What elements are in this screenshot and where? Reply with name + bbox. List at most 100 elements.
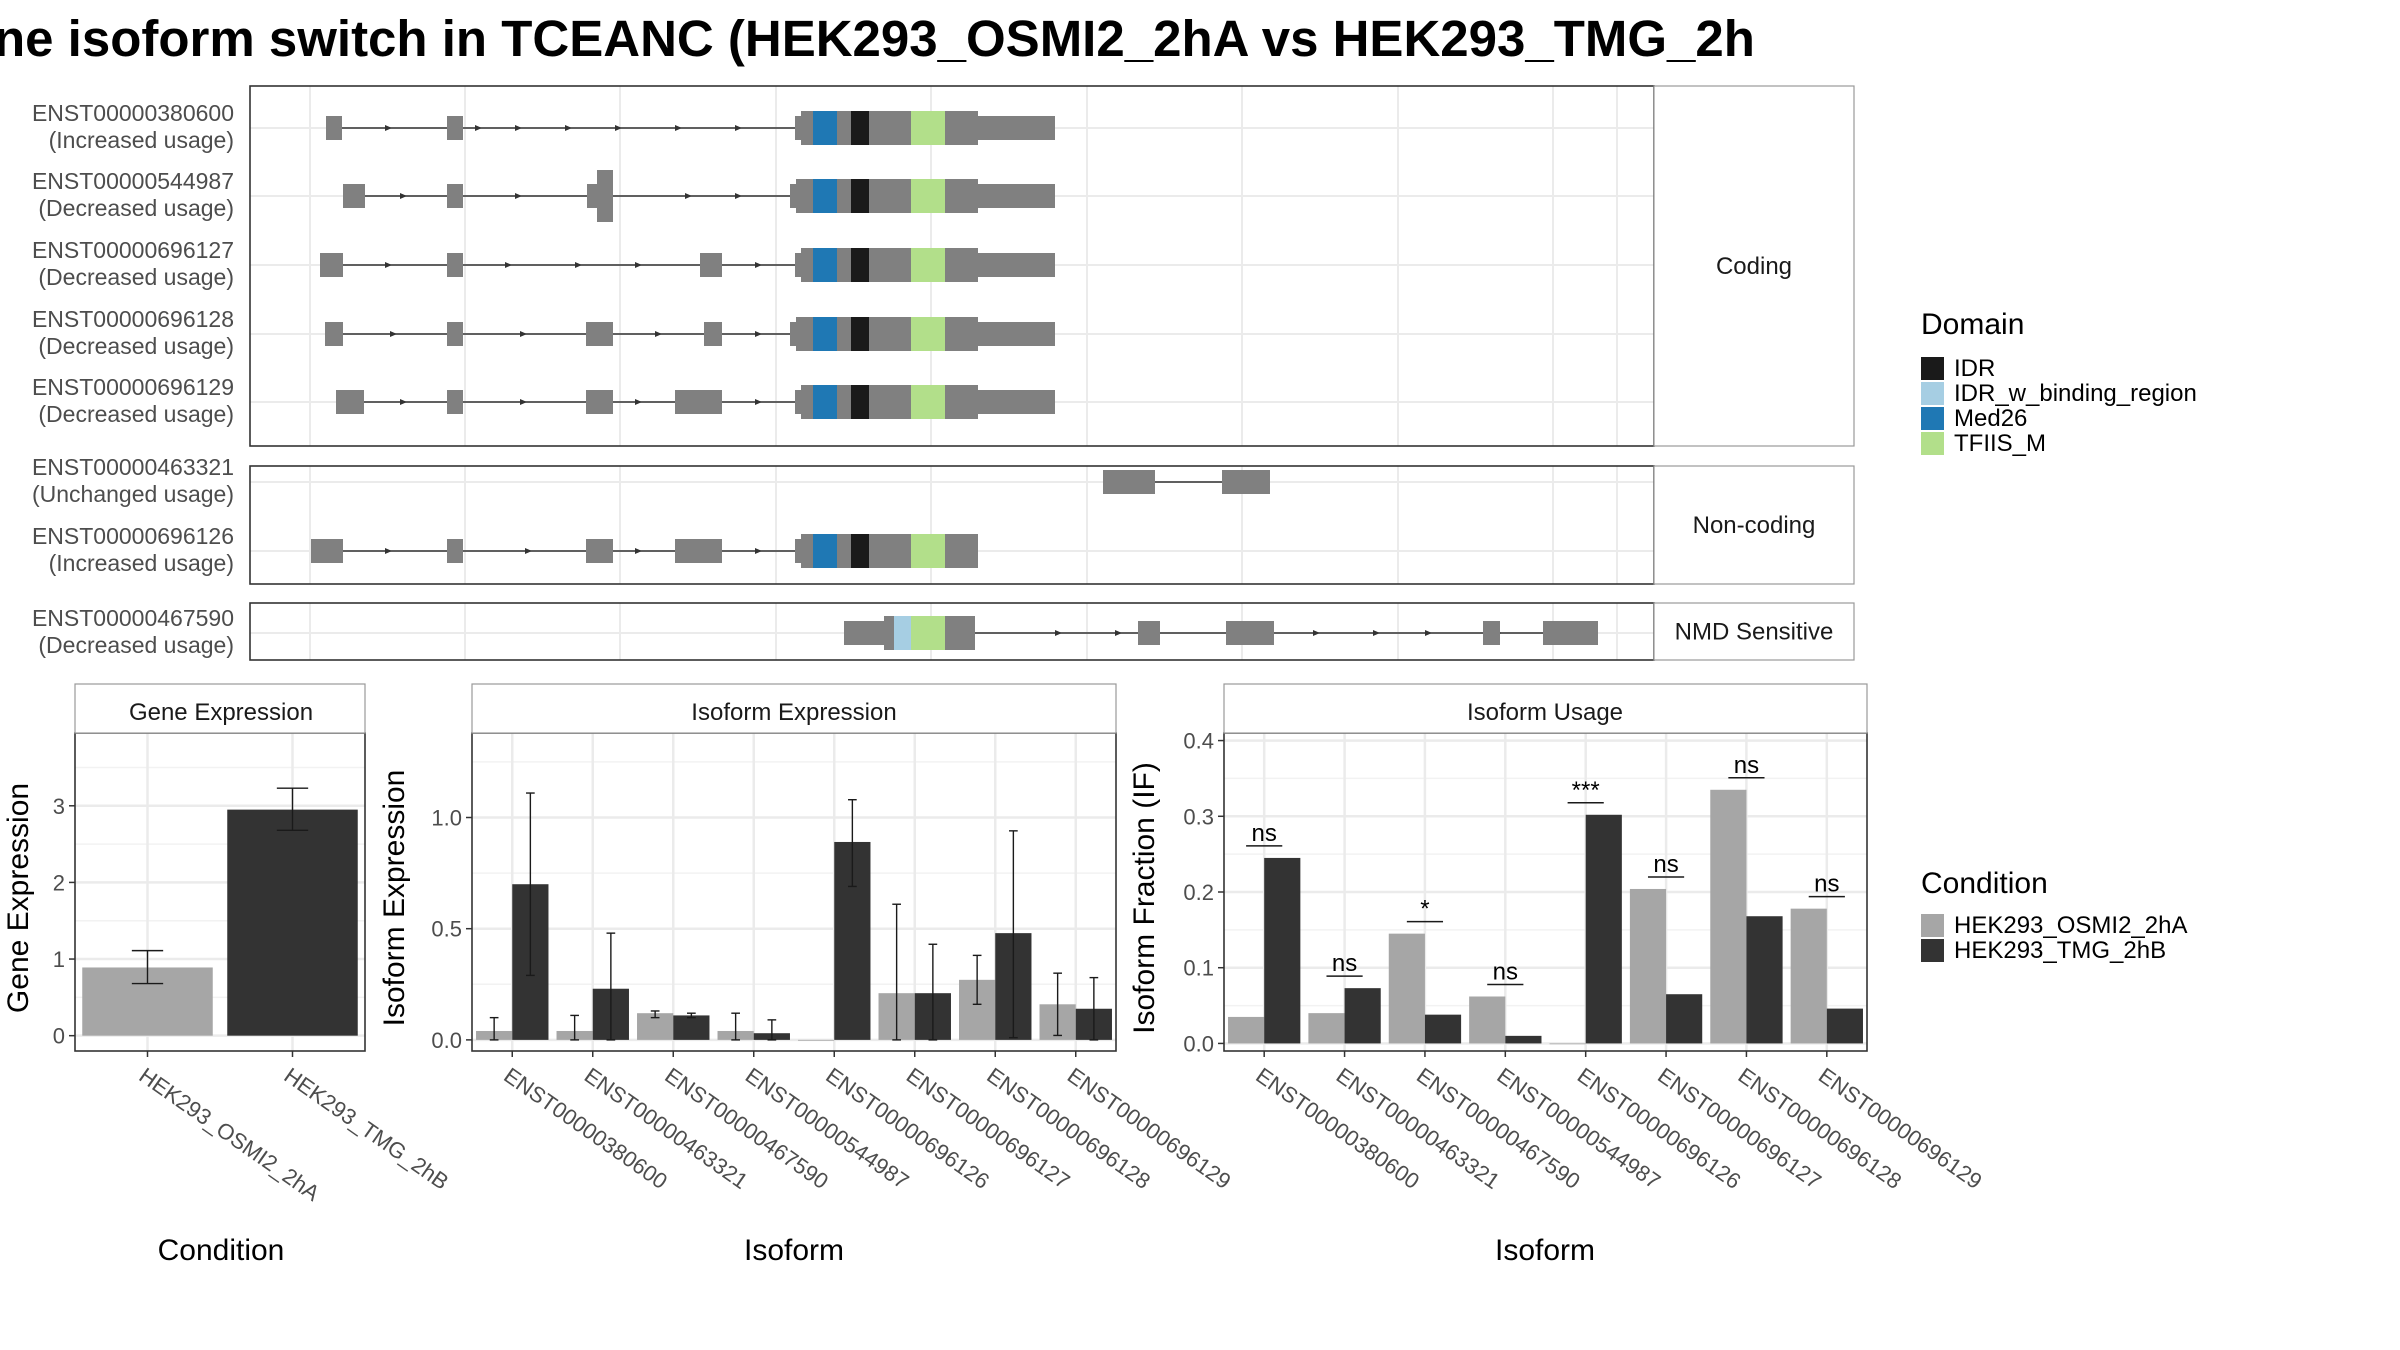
intron-direction-arrow bbox=[755, 399, 762, 405]
transcript-id-label: ENST00000544987 bbox=[32, 168, 234, 194]
intron-direction-arrow bbox=[385, 548, 392, 554]
bar bbox=[1228, 1016, 1265, 1044]
transcript-ENST00000463321 bbox=[1103, 470, 1270, 494]
transcript-id-label: ENST00000467590 bbox=[32, 605, 234, 631]
exon-utr bbox=[795, 116, 801, 140]
panel-title: Isoform Usage bbox=[1467, 699, 1623, 726]
facet-strip-label: NMD Sensitive bbox=[1675, 619, 1834, 646]
intron-direction-arrow bbox=[655, 331, 662, 337]
transcript-ENST00000696126 bbox=[311, 534, 978, 568]
cds-block bbox=[837, 385, 851, 419]
y-tick-label: 0.0 bbox=[431, 1028, 462, 1053]
exon bbox=[320, 253, 343, 277]
exon-utr bbox=[790, 184, 796, 208]
transcript-usage-label: (Decreased usage) bbox=[38, 401, 234, 427]
intron-direction-arrow bbox=[400, 399, 407, 405]
cds-block bbox=[796, 179, 814, 213]
y-tick-label: 0 bbox=[53, 1024, 65, 1049]
intron-direction-arrow bbox=[1373, 630, 1380, 636]
panel-title-strip bbox=[471, 683, 1117, 734]
intron-direction-arrow bbox=[735, 193, 742, 199]
bar bbox=[1585, 814, 1622, 1044]
condition-legend-title: Condition bbox=[1921, 867, 2048, 900]
bar bbox=[798, 1039, 835, 1041]
y-axis-label: Isoform Fraction (IF) bbox=[1128, 762, 1161, 1034]
cds-block bbox=[869, 534, 911, 568]
bar bbox=[1505, 1035, 1542, 1044]
exon bbox=[343, 184, 365, 208]
cds-block bbox=[945, 248, 978, 282]
exon bbox=[447, 116, 463, 140]
domain-legend-label: IDR_w_binding_region bbox=[1954, 380, 2197, 407]
y-tick-label: 0.5 bbox=[431, 917, 462, 942]
exon bbox=[597, 170, 613, 222]
intron-direction-arrow bbox=[1425, 630, 1432, 636]
chart-panel-2: ns ns * ns *** ns ns ns Isoform Usage 0.0 0.1 0.2 0.… bbox=[1128, 683, 1987, 1267]
bar bbox=[1629, 888, 1667, 1044]
exon bbox=[1222, 470, 1270, 494]
cds-block bbox=[945, 111, 978, 145]
bar bbox=[1710, 789, 1747, 1044]
domain-tfiis-m bbox=[911, 317, 945, 351]
domain-tfiis-m bbox=[911, 616, 945, 650]
bar bbox=[1746, 916, 1783, 1044]
x-axis-label: Condition bbox=[158, 1234, 285, 1267]
intron-direction-arrow bbox=[1313, 630, 1320, 636]
significance-label: ns bbox=[1252, 820, 1277, 847]
intron-direction-arrow bbox=[515, 193, 522, 199]
y-tick-label: 0.3 bbox=[1183, 804, 1214, 829]
facet-strip bbox=[1653, 602, 1855, 661]
domain-idr bbox=[851, 534, 869, 568]
domain-tfiis-m bbox=[911, 179, 945, 213]
panel-title-strip bbox=[74, 683, 366, 734]
transcript-usage-label: (Increased usage) bbox=[49, 550, 234, 576]
domain-legend: Domain IDRIDR_w_binding_regionMed26TFIIS… bbox=[1921, 308, 2197, 457]
y-tick-label: 0.0 bbox=[1183, 1031, 1214, 1056]
domain-idr bbox=[851, 179, 869, 213]
cds-block bbox=[796, 317, 814, 351]
bar bbox=[227, 809, 358, 1036]
transcript-structure-panels: ENST00000380600(Increased usage)ENST0000… bbox=[32, 85, 1855, 661]
exon-utr bbox=[795, 539, 801, 563]
cds-block bbox=[837, 248, 851, 282]
exon bbox=[447, 390, 463, 414]
exon bbox=[447, 539, 463, 563]
domain-legend-key bbox=[1921, 357, 1944, 380]
cds-block bbox=[945, 317, 978, 351]
intron-direction-arrow bbox=[1055, 630, 1062, 636]
panel-title: Gene Expression bbox=[129, 699, 313, 726]
exon bbox=[675, 390, 722, 414]
facet-strip bbox=[1653, 85, 1855, 447]
cds-block bbox=[869, 385, 911, 419]
exon-utr bbox=[978, 322, 1055, 346]
bar bbox=[1469, 996, 1506, 1044]
domain-idr bbox=[851, 385, 869, 419]
intron-direction-arrow bbox=[385, 125, 392, 131]
y-tick-label: 0.1 bbox=[1183, 956, 1214, 981]
cds-block bbox=[945, 385, 978, 419]
domain-med26 bbox=[813, 111, 837, 145]
exon bbox=[447, 184, 463, 208]
exon-utr bbox=[978, 253, 1055, 277]
domain-idr-w-binding-region bbox=[894, 616, 911, 650]
transcript-ENST00000696128 bbox=[325, 317, 1055, 351]
intron-direction-arrow bbox=[575, 262, 582, 268]
intron-direction-arrow bbox=[515, 125, 522, 131]
intron-direction-arrow bbox=[635, 399, 642, 405]
cds-block bbox=[884, 616, 894, 650]
cds-block bbox=[945, 534, 978, 568]
bar bbox=[1344, 988, 1381, 1044]
intron-direction-arrow bbox=[520, 399, 527, 405]
transcript-id-label: ENST00000696126 bbox=[32, 523, 234, 549]
domain-legend-title: Domain bbox=[1921, 308, 2024, 341]
exon bbox=[587, 184, 597, 208]
condition-legend-key bbox=[1921, 914, 1944, 937]
facet-strip-label: Non-coding bbox=[1693, 512, 1816, 539]
cds-block bbox=[837, 179, 851, 213]
intron-direction-arrow bbox=[385, 262, 392, 268]
exon bbox=[311, 539, 343, 563]
transcript-usage-label: (Decreased usage) bbox=[38, 195, 234, 221]
facet-strip bbox=[1653, 465, 1855, 585]
bar bbox=[1424, 1014, 1462, 1044]
